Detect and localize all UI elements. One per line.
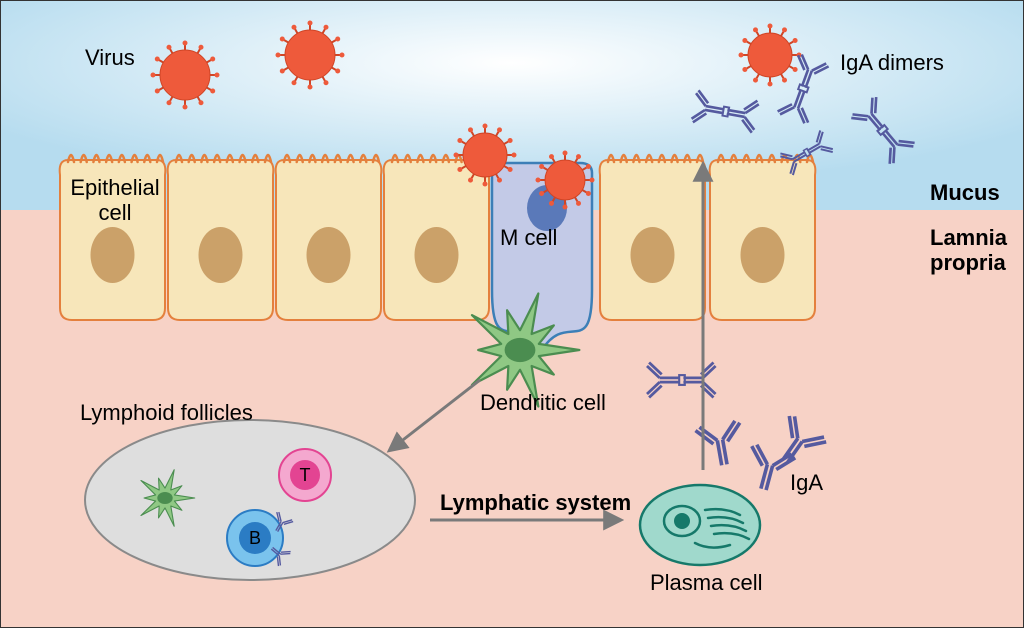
mucosal-immunology-diagram: T B Virus Epithelialcell M cell IgA dimers Muc… [0, 0, 1024, 628]
lamina-label-2: propria [930, 250, 1007, 275]
lymphatic-label: Lymphatic system [440, 490, 631, 515]
plasma-cell-label: Plasma cell [650, 570, 762, 595]
lymphoid-follicles-label: Lymphoid follicles [80, 400, 253, 425]
b-cell-label: B [249, 528, 261, 548]
epithelial-cell [168, 155, 274, 320]
epithelial-cell [710, 155, 816, 320]
dendritic-label: Dendritic cell [480, 390, 606, 415]
lymphoid-follicle [85, 420, 415, 580]
virus-label: Virus [85, 45, 135, 70]
epithelial-cell [276, 155, 382, 320]
epithelial-cell [600, 155, 706, 320]
t-cell-label: T [300, 465, 311, 485]
epithelial-label: Epithelial [70, 175, 159, 200]
iga-label: IgA [790, 470, 823, 495]
epithelial-label-2: cell [98, 200, 131, 225]
iga-dimers-label: IgA dimers [840, 50, 944, 75]
plasma-cell [640, 485, 760, 565]
lamina-label: Lamnia [930, 225, 1008, 250]
mcell-label: M cell [500, 225, 557, 250]
mucus-label: Mucus [930, 180, 1000, 205]
epithelial-cell [384, 155, 490, 320]
